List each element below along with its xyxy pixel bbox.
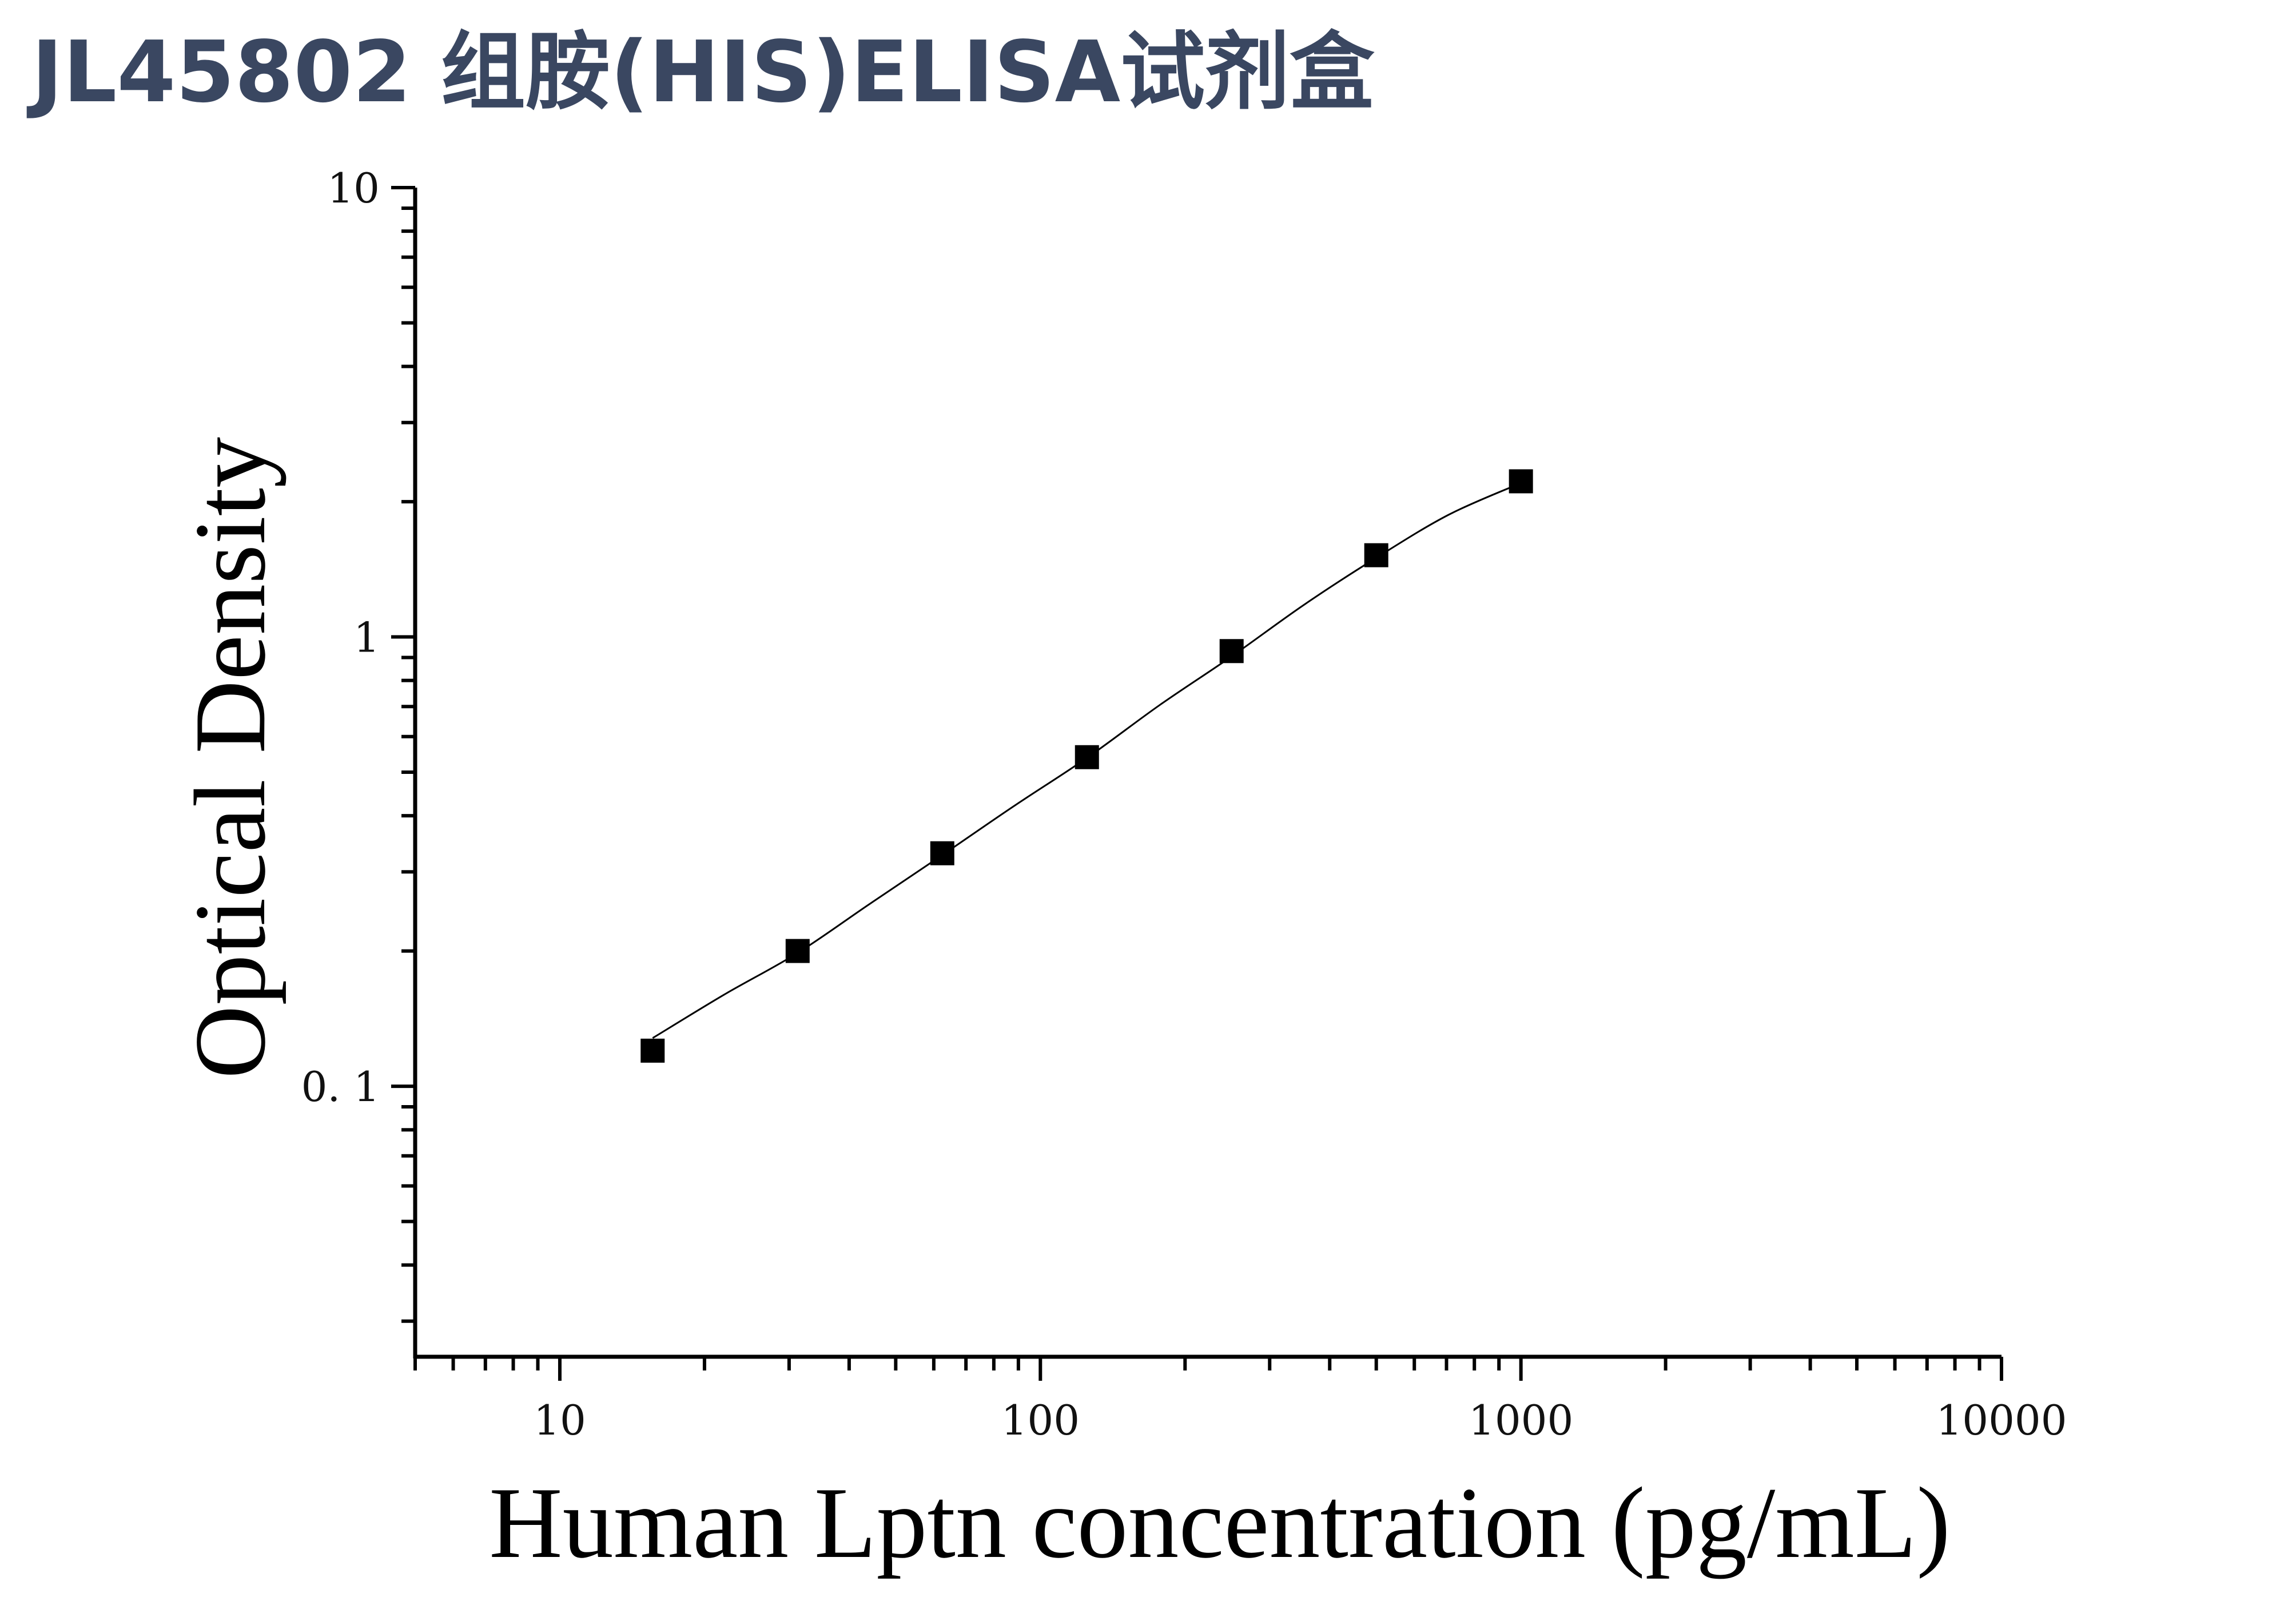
y-axis-title: Optical Density <box>173 437 286 1079</box>
y-tick-label: 0. 1 <box>301 1063 380 1111</box>
axes <box>391 186 2003 1381</box>
data-point <box>1219 639 1244 664</box>
data-point <box>1364 543 1388 567</box>
tick-labels: 10 100 1000 10000 0. 1 1 10 <box>301 164 2067 1444</box>
data-point <box>1075 745 1099 769</box>
data-point <box>640 1038 665 1063</box>
x-axis-title: Human Lptn concentration (pg/mL) <box>489 1466 1951 1579</box>
x-tick-label: 10000 <box>1936 1396 2067 1444</box>
y-tick-label: 1 <box>353 614 380 662</box>
x-tick-label: 100 <box>1001 1396 1080 1444</box>
data-point <box>785 939 810 963</box>
y-tick-label: 10 <box>327 164 380 212</box>
x-tick-label: 1000 <box>1469 1396 1573 1444</box>
data-point <box>930 841 954 865</box>
data-point <box>1509 469 1533 494</box>
x-tick-label: 10 <box>534 1396 586 1444</box>
page-title: JL45802 组胺(HIS)ELISA试剂盒 <box>31 23 1375 121</box>
data-points <box>640 469 1533 1063</box>
